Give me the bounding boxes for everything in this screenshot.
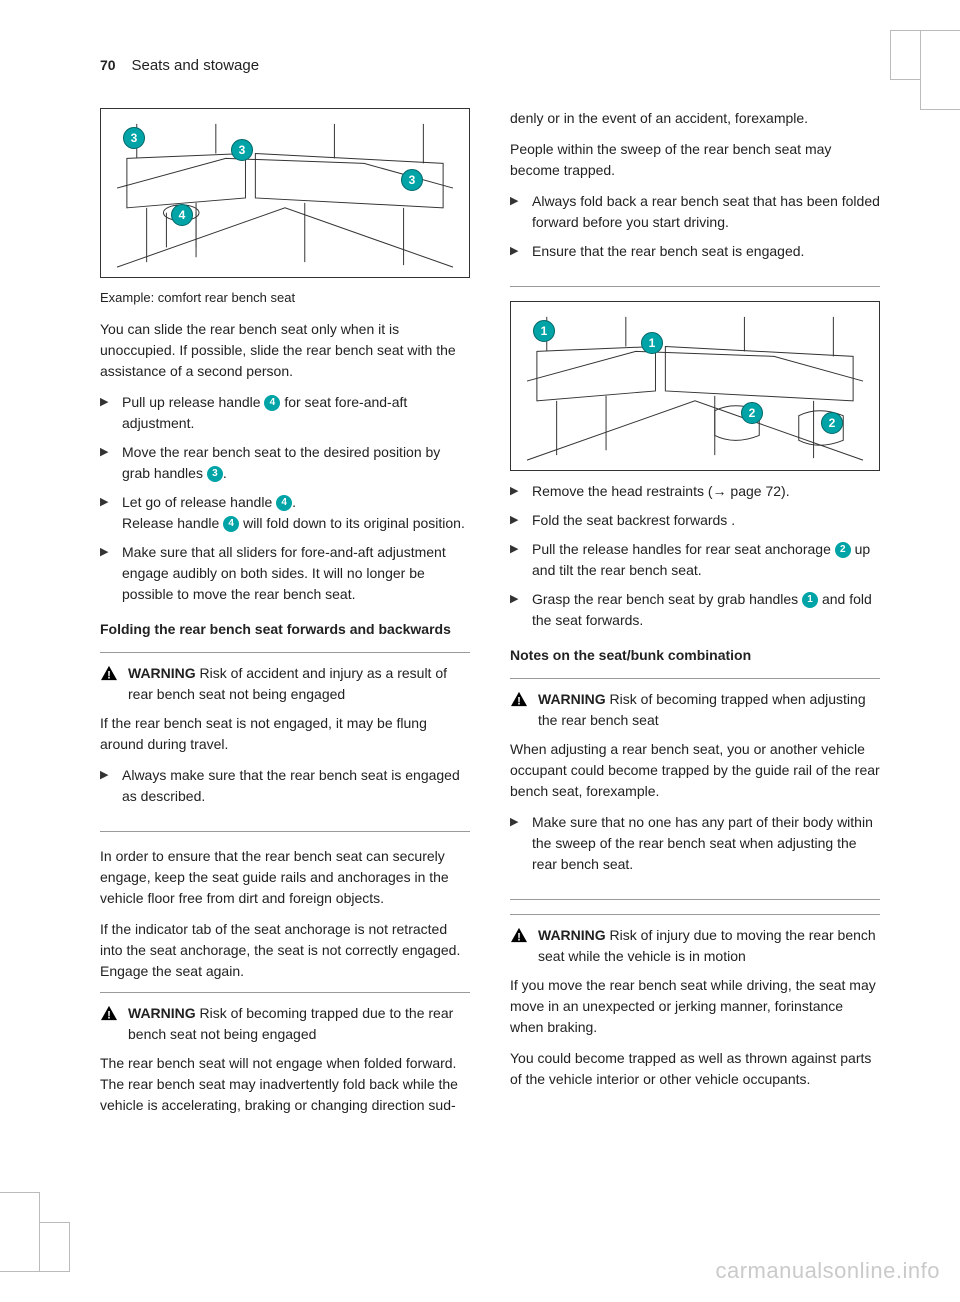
page-header: 70 Seats and stowage xyxy=(100,55,880,78)
warning-body: If the rear bench seat is not engaged, i… xyxy=(100,713,470,755)
page-number: 70 xyxy=(100,57,116,73)
warning-header: ! WARNING Risk of accident and injury as… xyxy=(100,663,470,705)
corner-decoration-bl2 xyxy=(0,1192,40,1272)
svg-text:!: ! xyxy=(107,669,111,681)
step-item: Always make sure that the rear bench sea… xyxy=(100,765,470,807)
figure-1-caption: Example: comfort rear bench seat xyxy=(100,288,470,308)
callout-3: 3 xyxy=(401,169,423,191)
step-item: Always fold back a rear bench seat that … xyxy=(510,191,880,233)
warning-icon: ! xyxy=(100,1005,118,1021)
callout-3: 3 xyxy=(231,139,253,161)
intro-paragraph: You can slide the rear bench seat only w… xyxy=(100,319,470,382)
step-item: Ensure that the rear bench seat is engag… xyxy=(510,241,880,262)
step-list-2: Remove the head restraints (→ page 72). … xyxy=(510,481,880,631)
seat-diagram-2 xyxy=(511,302,879,470)
subheading-folding: Folding the rear bench seat forwards and… xyxy=(100,619,470,640)
body-paragraph: If the indicator tab of the seat anchora… xyxy=(100,919,470,982)
page-content: 70 Seats and stowage xyxy=(0,0,960,1210)
callout-3: 3 xyxy=(123,127,145,149)
callout-2: 2 xyxy=(741,402,763,424)
warning-title: WARNING xyxy=(128,665,196,681)
two-column-layout: 3 3 3 4 Example: comfort rear bench seat… xyxy=(100,108,880,1151)
step-list-1: Pull up release handle 4 for seat fore-a… xyxy=(100,392,470,605)
left-column: 3 3 3 4 Example: comfort rear bench seat… xyxy=(100,108,470,1151)
warning-steps: Make sure that no one has any part of th… xyxy=(510,812,880,875)
body-paragraph: In order to ensure that the rear bench s… xyxy=(100,846,470,909)
step-item: Fold the seat backrest forwards . xyxy=(510,510,880,531)
step-item: Grasp the rear bench seat by grab handle… xyxy=(510,589,880,631)
warning-icon: ! xyxy=(510,691,528,707)
callout-ref-4: 4 xyxy=(264,395,280,411)
callout-2: 2 xyxy=(821,412,843,434)
corner-decoration-tr2 xyxy=(920,30,960,110)
figure-2: 1 1 2 2 xyxy=(510,301,880,471)
right-column: denly or in the event of an accident, fo… xyxy=(510,108,880,1151)
callout-1: 1 xyxy=(533,320,555,342)
callout-4: 4 xyxy=(171,204,193,226)
warning-icon: ! xyxy=(100,665,118,681)
warning-body: If you move the rear bench seat while dr… xyxy=(510,975,880,1038)
section-title: Seats and stowage xyxy=(131,57,259,74)
warning-body: The rear bench seat will not engage when… xyxy=(100,1053,470,1116)
step-item: Remove the head restraints (→ page 72). xyxy=(510,481,880,502)
subheading-notes: Notes on the seat/bunk combination xyxy=(510,645,880,666)
warning-body: When adjusting a rear bench seat, you or… xyxy=(510,739,880,802)
step-item: Move the rear bench seat to the desired … xyxy=(100,442,470,484)
callout-ref-2: 2 xyxy=(835,542,851,558)
warning-box-4: ! WARNING Risk of injury due to moving t… xyxy=(510,914,880,1110)
warning-step: Always make sure that the rear bench sea… xyxy=(100,765,470,807)
warning-icon: ! xyxy=(510,927,528,943)
callout-ref-4: 4 xyxy=(223,516,239,532)
callout-ref-1: 1 xyxy=(802,592,818,608)
warning-continued: denly or in the event of an accident, fo… xyxy=(510,108,880,129)
callout-ref-4: 4 xyxy=(276,495,292,511)
step-item: Pull the release handles for rear seat a… xyxy=(510,539,880,581)
warning-title: WARNING xyxy=(538,927,606,943)
warning-title: WARNING xyxy=(128,1005,196,1021)
warning-header: ! WARNING Risk of injury due to moving t… xyxy=(510,925,880,967)
callout-1: 1 xyxy=(641,332,663,354)
svg-text:!: ! xyxy=(517,695,521,707)
warning-title: WARNING xyxy=(538,691,606,707)
warning-header: ! WARNING Risk of becoming trapped due t… xyxy=(100,1003,470,1045)
warning-box-2-continued: denly or in the event of an accident, fo… xyxy=(510,108,880,287)
warning-box-2: ! WARNING Risk of becoming trapped due t… xyxy=(100,992,470,1136)
step-item: Let go of release handle 4. Release hand… xyxy=(100,492,470,534)
svg-text:!: ! xyxy=(517,931,521,943)
svg-text:!: ! xyxy=(107,1009,111,1021)
step-item: Make sure that no one has any part of th… xyxy=(510,812,880,875)
seat-diagram-1 xyxy=(101,109,469,277)
warning-body: You could become trapped as well as thro… xyxy=(510,1048,880,1090)
warning-continued: People within the sweep of the rear benc… xyxy=(510,139,880,181)
warning-header: ! WARNING Risk of becoming trapped when … xyxy=(510,689,880,731)
warning-box-1: ! WARNING Risk of accident and injury as… xyxy=(100,652,470,832)
warning-steps: Always fold back a rear bench seat that … xyxy=(510,191,880,262)
watermark-text: carmanualsonline.info xyxy=(715,1254,940,1287)
figure-1: 3 3 3 4 xyxy=(100,108,470,278)
step-item: Pull up release handle 4 for seat fore-a… xyxy=(100,392,470,434)
step-item: Make sure that all sliders for fore-and-… xyxy=(100,542,470,605)
callout-ref-3: 3 xyxy=(207,466,223,482)
warning-box-3: ! WARNING Risk of becoming trapped when … xyxy=(510,678,880,900)
